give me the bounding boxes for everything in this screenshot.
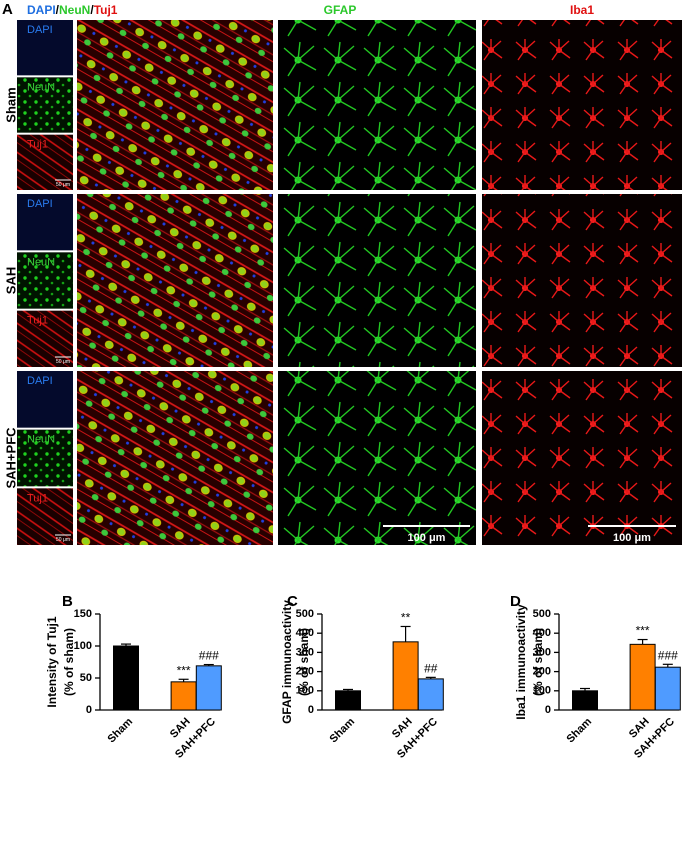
channel-label: DAPI [27,375,53,387]
bar [572,690,598,711]
channel-label: DAPI [27,198,53,210]
bar [629,643,656,711]
micrograph [278,371,476,545]
micrograph [77,20,273,190]
y-axis-label: GFAP immunoactivity [280,600,294,724]
micrograph [17,310,73,367]
y-tick-label: 200 [296,666,314,678]
y-tick-label: 500 [296,608,314,620]
scale-label: 50 μm [56,359,70,365]
bar [654,666,681,711]
y-tick-label: 300 [533,646,551,658]
bar [113,645,139,711]
title-part: Tuj1 [94,3,118,17]
title-part: NeuN [59,3,90,17]
y-tick-label: 0 [545,704,551,716]
micrograph [17,429,73,487]
y-axis-label: (% of sham) [531,628,545,696]
channel-label: NeuN [27,256,55,268]
y-tick-label: 400 [296,627,314,639]
bar [417,678,444,711]
y-axis-label: Intensity of Tuj1 [45,616,59,707]
y-tick-label: 100 [74,640,92,652]
micrograph [17,252,73,309]
channel-label: Tuj1 [27,492,48,504]
bar [195,665,222,711]
column-title: Iba1 [570,3,594,17]
row-label: Sham [3,87,18,122]
micrograph [482,194,682,367]
row-label: SAH [3,267,18,294]
micrograph [17,20,73,76]
channel-label: Tuj1 [27,315,48,327]
micrograph [17,194,73,251]
panel-label: D [510,593,521,610]
x-tick-label: Sham [327,716,357,746]
significance-label: *** [636,624,650,638]
panel-label: B [62,593,73,610]
y-axis-label: Iba1 immunoactivity [514,604,528,720]
micrograph [77,371,273,545]
y-tick-label: 50 [80,672,92,684]
micrograph [17,77,73,133]
y-tick-label: 400 [533,627,551,639]
y-tick-label: 200 [533,666,551,678]
micrograph [17,371,73,428]
title-part: DAPI [27,3,56,17]
bar [335,690,361,711]
x-tick-label: Sham [564,716,594,746]
y-axis-label: (% of sham) [62,628,76,696]
micrograph [17,134,73,190]
x-tick-label: Sham [105,716,135,746]
column-title: DAPI/NeuN/Tuj1 [27,3,118,17]
scale-label: 50 μm [56,182,70,188]
channel-label: NeuN [27,81,55,93]
bar [170,681,197,711]
significance-label: ### [199,649,219,663]
y-tick-label: 0 [86,704,92,716]
micrograph [482,371,682,545]
micrograph [278,194,476,367]
bar [392,641,419,711]
significance-label: *** [177,663,191,677]
significance-label: ### [658,648,678,662]
micrograph [482,20,682,190]
channel-label: DAPI [27,24,53,36]
scale-label: 50 μm [56,537,70,543]
significance-label: ## [424,661,438,675]
panel-label: C [287,593,298,610]
scale-label: 100 μm [613,532,651,544]
title-part: / [90,3,94,17]
panel-label: A [2,1,13,18]
y-tick-label: 500 [533,608,551,620]
significance-label: ** [401,610,411,624]
row-label: SAH+PFC [3,427,18,489]
title-part: / [56,3,60,17]
micrograph [278,20,476,190]
y-tick-label: 100 [533,685,551,697]
y-tick-label: 0 [308,704,314,716]
micrograph [17,488,73,545]
column-title: GFAP [324,3,357,17]
channel-label: NeuN [27,434,55,446]
y-tick-label: 100 [296,685,314,697]
micrograph [77,194,273,367]
channel-label: Tuj1 [27,139,48,151]
y-axis-label: (% of sham) [297,628,311,696]
y-tick-label: 300 [296,646,314,658]
y-tick-label: 150 [74,608,92,620]
scale-label: 100 μm [408,532,446,544]
